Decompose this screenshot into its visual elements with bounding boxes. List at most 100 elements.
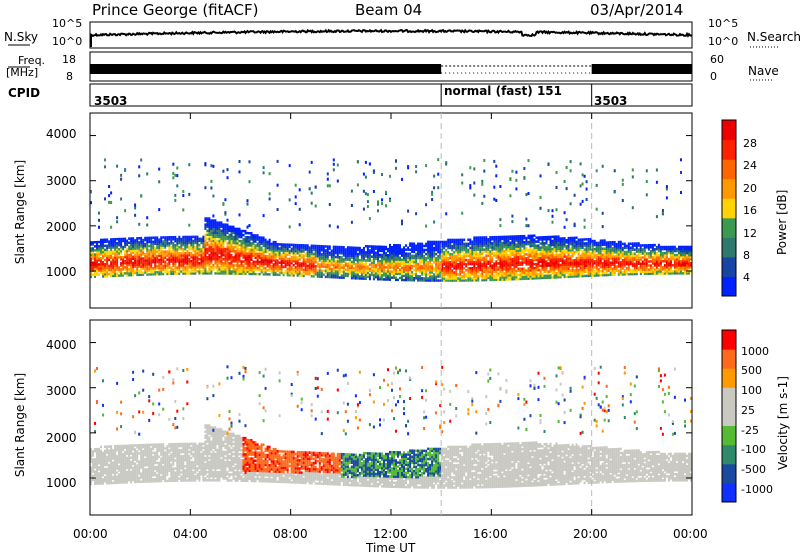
power-cell [495, 260, 497, 263]
power-cell [295, 195, 297, 198]
power-cell [624, 269, 626, 272]
power-cell [216, 240, 218, 243]
power-cell [176, 238, 178, 241]
power-cell [584, 248, 586, 251]
power-cell [235, 268, 237, 271]
power-cell [467, 239, 469, 242]
power-cell [166, 263, 168, 266]
power-cell [445, 212, 447, 215]
power-cell [369, 245, 371, 248]
power-cell [540, 265, 542, 268]
power-cell [433, 241, 435, 244]
power-cell [405, 252, 407, 255]
power-cell [441, 241, 443, 244]
power-cell [624, 243, 626, 246]
power-cell [481, 236, 483, 239]
power-cell [357, 247, 359, 250]
power-cell [604, 272, 606, 275]
power-cell [552, 236, 554, 239]
power-cell [323, 270, 325, 273]
power-cell [632, 253, 634, 256]
power-cell [536, 263, 538, 266]
power-cell [379, 246, 381, 249]
power-cell [515, 171, 517, 174]
power-cell [602, 262, 604, 265]
power-cell [265, 239, 267, 242]
power-cell [411, 242, 413, 245]
power-cell [188, 246, 190, 249]
power-cell [116, 220, 118, 223]
power-cell [528, 267, 530, 270]
power-cell [507, 254, 509, 256]
power-cell [279, 261, 281, 264]
power-cell [564, 211, 566, 214]
power-cell [463, 271, 465, 274]
power-cell [214, 272, 216, 275]
power-cell [401, 222, 403, 225]
power-cell [180, 238, 182, 241]
power-cell [433, 186, 435, 189]
power-cell [295, 244, 297, 247]
power-cell [337, 226, 339, 229]
power-cell [168, 236, 170, 239]
power-cell [188, 236, 190, 239]
power-cell [385, 252, 387, 255]
power-cell [622, 271, 624, 274]
power-cell [327, 172, 329, 175]
power-cell [604, 248, 606, 251]
power-cell [509, 178, 511, 181]
power-cell [622, 183, 624, 186]
power-cell [473, 167, 475, 170]
power-cell [106, 238, 108, 241]
power-cell [397, 271, 399, 274]
power-cell [445, 277, 447, 280]
power-cell [198, 238, 200, 241]
power-cell [389, 244, 391, 247]
power-cell [279, 243, 281, 246]
power-cell [425, 253, 427, 256]
power-cell [305, 252, 307, 255]
power-cell [182, 236, 184, 239]
power-cell [98, 219, 100, 222]
power-cell [467, 259, 469, 262]
power-cell [540, 269, 542, 272]
power-cell [138, 270, 140, 273]
power-cell [174, 244, 176, 247]
power-cell [247, 226, 249, 229]
power-cell [227, 242, 229, 245]
power-cell [94, 249, 96, 252]
power-cell [120, 198, 122, 201]
power-cell [98, 263, 100, 266]
power-cell [176, 167, 178, 170]
power-cell [588, 238, 590, 241]
power-cell [594, 270, 596, 273]
power-cell [140, 237, 142, 240]
power-cell [202, 236, 204, 239]
power-cell [582, 251, 584, 254]
power-cell [241, 240, 243, 243]
power-cell [154, 236, 156, 239]
power-cell [532, 235, 534, 238]
power-cell [505, 236, 507, 239]
power-cell [108, 194, 110, 197]
power-cell [212, 264, 214, 267]
power-cell [208, 217, 210, 220]
power-cell [433, 267, 435, 270]
power-cell [241, 230, 243, 233]
power-cell [580, 255, 582, 258]
power-cell [239, 244, 241, 247]
power-cell [548, 163, 550, 166]
power-cell [138, 241, 140, 244]
power-cell [628, 243, 630, 246]
power-cell [479, 236, 481, 239]
power-cell [229, 226, 231, 229]
power-cell [285, 243, 287, 246]
power-cell [584, 242, 586, 245]
power-cell [146, 237, 148, 240]
power-cell [182, 194, 184, 197]
power-cell [259, 273, 261, 276]
power-cell [94, 245, 96, 248]
power-cell [329, 224, 331, 227]
power-cell [375, 245, 377, 248]
power-cell [98, 212, 100, 215]
